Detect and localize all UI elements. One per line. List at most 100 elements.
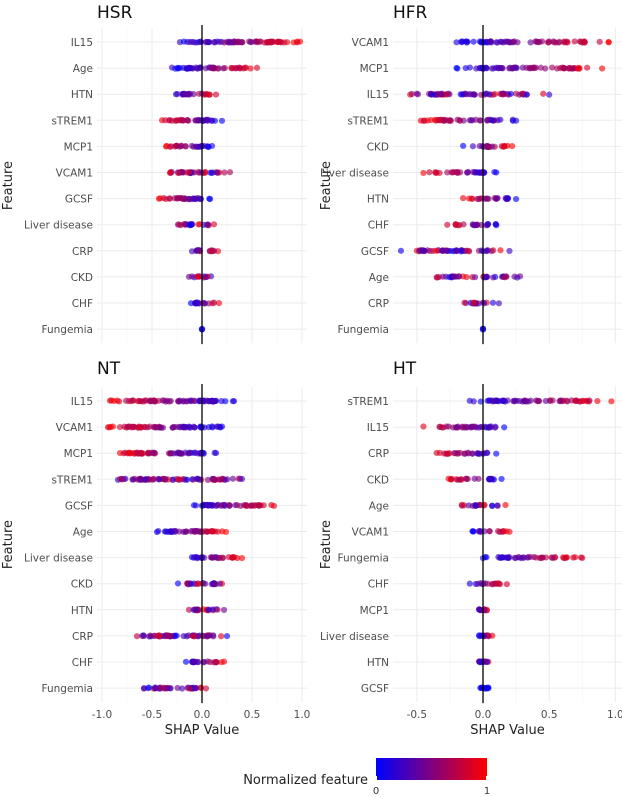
shap-point [206,195,213,202]
shap-point [185,450,192,457]
feature-label: VCAM1 [56,168,93,180]
y-axis-label: Feature [1,520,16,569]
shap-point [493,450,500,457]
legend-title: Normalized feature [243,773,368,788]
shap-point [494,502,501,509]
shap-point [462,299,470,307]
shap-point [457,91,464,98]
shap-point [497,38,504,45]
shap-point [511,38,518,45]
shap-point [192,502,199,509]
panel-nt: IL15 VCAM1 MCP1 sTREM1 GCSF Age Liver disease C… [1,359,310,738]
shap-point [454,65,461,72]
panel-hfr: VCAM1 MCP1 IL15 sTREM1 CKD Liver disease HTN CH… [319,3,622,345]
shap-point [145,684,153,691]
shap-point [509,117,517,124]
shap-point [162,632,169,639]
shap-point [497,247,504,254]
shap-point [605,38,612,46]
shap-point [234,554,241,562]
shap-point [214,65,222,72]
feature-label: Fungemia [338,553,389,565]
legend-max-label: 1 [484,786,490,797]
shap-point [491,169,498,176]
shap-point [579,397,587,405]
shap-point [186,196,193,203]
shap-point [188,273,196,280]
feature-label: HTN [71,89,93,101]
feature-label: CHF [368,220,389,232]
shap-point [134,449,141,456]
shap-point [435,90,442,97]
shap-point [460,195,467,202]
shap-point [167,143,175,150]
shap-point [190,633,197,640]
shap-point [542,397,549,405]
feature-label: Age [369,272,389,284]
shap-point [219,501,226,509]
shap-point [190,143,197,150]
shap-point [205,606,213,613]
shap-point [116,424,124,431]
shap-point [168,528,175,535]
shap-point [243,502,250,509]
shap-point [166,195,173,202]
shap-point [484,684,491,692]
shap-point [221,169,228,176]
shap-point [216,580,224,587]
shap-point [230,64,237,72]
shap-point [256,502,263,509]
shap-point [209,554,216,561]
color-legend: Normalized feature 0 1 [243,758,490,797]
shap-point [125,423,133,430]
shap-point [182,91,189,98]
shap-point [215,300,223,307]
shap-point [501,143,508,150]
shap-point [200,632,207,640]
shap-point [155,475,162,483]
shap-point [107,423,114,430]
shap-point [185,169,193,176]
shap-point [469,143,477,150]
shap-point [150,475,157,482]
shap-point [205,143,212,150]
shap-point [559,554,567,561]
shap-point [577,554,585,561]
shap-point [210,476,217,483]
shap-point [420,247,427,254]
shap-point [213,38,221,45]
shap-point [206,91,213,98]
feature-label: HTN [367,194,389,206]
shap-point [473,65,480,72]
shap-point [137,475,144,482]
shap-point [175,221,183,228]
shap-point [251,502,258,509]
shap-point [471,91,478,98]
feature-label: IL15 [367,89,389,101]
shap-point [182,658,190,665]
shap-point [192,300,200,307]
shap-point [466,580,473,587]
feature-label: GCSF [65,194,93,206]
shap-point [542,65,549,72]
shap-point [197,424,205,431]
shap-point [192,685,199,692]
shap-point [470,398,477,405]
feature-label: CRP [368,448,389,460]
shap-point [426,169,433,176]
shap-point [454,449,461,457]
shap-point [397,247,405,254]
shap-point [277,38,284,46]
x-tick-label: 0.0 [194,709,211,721]
x-tick-label: 0.5 [244,709,261,721]
feature-label: HTN [367,657,389,669]
shap-point [231,39,238,46]
legend-min-label: 0 [373,786,379,797]
shap-point [219,528,226,535]
shap-point [268,38,275,45]
x-tick-label: 1.0 [294,709,311,721]
shap-point [229,475,236,482]
shap-point [469,117,476,124]
shap-point [519,398,526,405]
feature-label: CRP [72,631,93,643]
